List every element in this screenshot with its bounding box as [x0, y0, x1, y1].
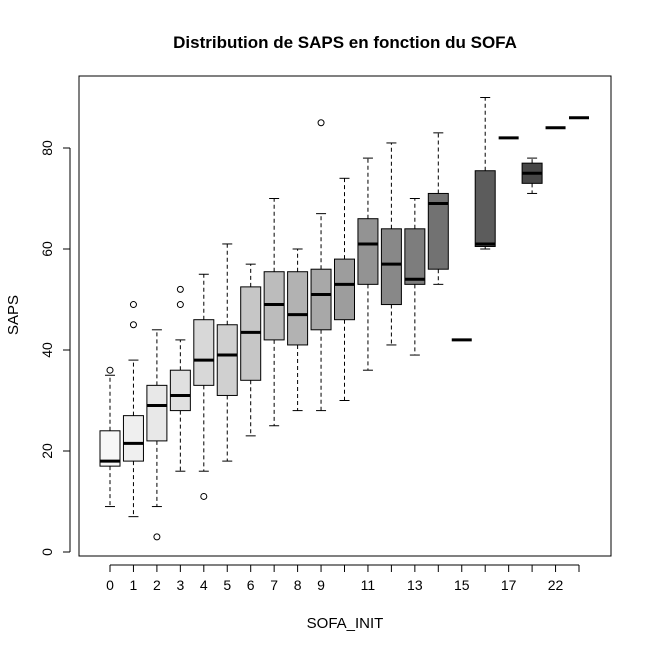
- box: [287, 271, 309, 346]
- box: [216, 324, 238, 396]
- box-group: [474, 97, 496, 250]
- box: [404, 228, 426, 285]
- box: [334, 258, 355, 321]
- x-tick-label: 3: [176, 577, 184, 593]
- x-tick-label: 15: [454, 577, 470, 593]
- outlier-point: [129, 321, 137, 329]
- y-axis-label: SAPS: [5, 295, 22, 335]
- box-group: [521, 157, 543, 194]
- outlier-point: [176, 301, 184, 309]
- x-tick-label: 1: [130, 577, 138, 593]
- box-group: [216, 243, 238, 462]
- box: [193, 319, 215, 386]
- x-tick-label: 0: [106, 577, 114, 593]
- y-axis: 0 20 40 60 80: [39, 140, 71, 556]
- box-group: [380, 142, 402, 346]
- box-group: [263, 198, 285, 427]
- outlier-point: [176, 285, 184, 293]
- x-tick-label: 4: [200, 577, 208, 593]
- box: [357, 218, 379, 285]
- box-group: [427, 132, 449, 285]
- x-tick-label: 8: [294, 577, 302, 593]
- plot-frame: [78, 75, 612, 557]
- box-group: [334, 177, 355, 401]
- outlier-point: [200, 492, 208, 500]
- box: [427, 192, 449, 270]
- x-tick-label: 22: [548, 577, 564, 593]
- x-tick-label: 6: [247, 577, 255, 593]
- x-tick-label: 9: [317, 577, 325, 593]
- box: [99, 430, 121, 467]
- box-group: [99, 366, 121, 508]
- box: [310, 268, 332, 331]
- y-tick-label: 20: [39, 443, 55, 459]
- y-tick-label: 80: [39, 140, 55, 156]
- y-tick-label: 60: [39, 241, 55, 257]
- x-tick-label: 5: [223, 577, 231, 593]
- outlier-point: [153, 533, 161, 541]
- box: [169, 369, 191, 412]
- box: [474, 170, 496, 247]
- outlier-point: [129, 301, 137, 309]
- box-group: [404, 198, 426, 356]
- box-group: [146, 329, 168, 541]
- box-group: [357, 157, 379, 371]
- boxes: [99, 97, 589, 541]
- x-tick-label: 11: [361, 577, 376, 593]
- x-tick-label: 13: [407, 577, 423, 593]
- y-tick-label: 0: [39, 548, 55, 556]
- x-tick-label: 7: [270, 577, 278, 593]
- outlier-point: [317, 119, 325, 127]
- box: [146, 384, 168, 442]
- x-tick-label: 2: [153, 577, 161, 593]
- box-group: [310, 119, 332, 412]
- box-group: [122, 301, 144, 518]
- chart-title: Distribution de SAPS en fonction du SOFA: [173, 33, 517, 52]
- x-axis: 0 1 2 3 4 5 6 7 8 9 11 13 15 17 22: [106, 564, 580, 593]
- box-group: [240, 263, 262, 437]
- box-group: [169, 285, 191, 472]
- box: [380, 228, 402, 306]
- box: [122, 415, 144, 462]
- box-group: [287, 248, 309, 412]
- x-tick-label: 17: [501, 577, 517, 593]
- y-tick-label: 40: [39, 342, 55, 358]
- x-axis-label: SOFA_INIT: [307, 615, 384, 632]
- box-group: [193, 273, 215, 500]
- outlier-point: [106, 366, 114, 374]
